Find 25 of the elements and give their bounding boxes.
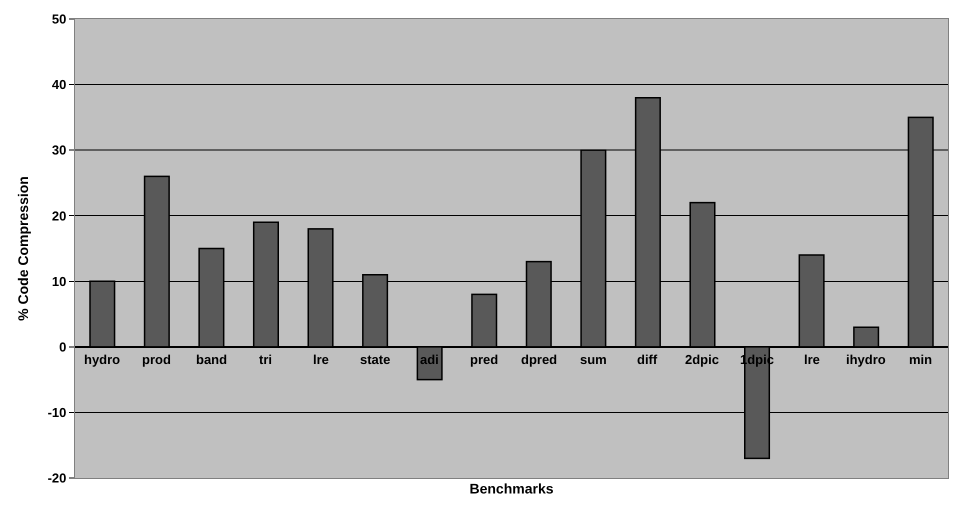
x-tick-label: sum — [580, 352, 607, 367]
x-tick-label: hydro — [84, 352, 120, 367]
x-tick-label: adi — [420, 352, 439, 367]
y-tick-label: 40 — [52, 77, 66, 92]
x-axis-title: Benchmarks — [469, 480, 554, 496]
y-tick-label: -20 — [48, 470, 66, 486]
x-tick-label: state — [360, 352, 390, 367]
y-tick-label: 0 — [59, 339, 66, 354]
x-tick-label: 2dpic — [685, 352, 719, 367]
x-tick-label: lre — [313, 352, 329, 367]
y-tick-label: 20 — [52, 208, 66, 224]
x-tick-label: ihydro — [846, 352, 886, 367]
x-tick-label: pred — [470, 352, 498, 367]
y-axis-title: % Code Compression — [15, 176, 32, 321]
x-tick-label: tri — [259, 352, 272, 367]
y-tick-label: -10 — [48, 404, 66, 420]
x-tick-label: prod — [142, 352, 171, 367]
x-tick-label: lre — [804, 352, 820, 367]
y-tick-label: 10 — [52, 274, 66, 289]
y-tick-label: 30 — [52, 142, 66, 158]
x-tick-label: min — [909, 352, 932, 367]
y-tick-label: 50 — [52, 12, 66, 27]
x-tick-label: band — [196, 352, 228, 367]
x-tick-label: diff — [637, 352, 658, 367]
x-tick-label: dpred — [521, 352, 558, 367]
